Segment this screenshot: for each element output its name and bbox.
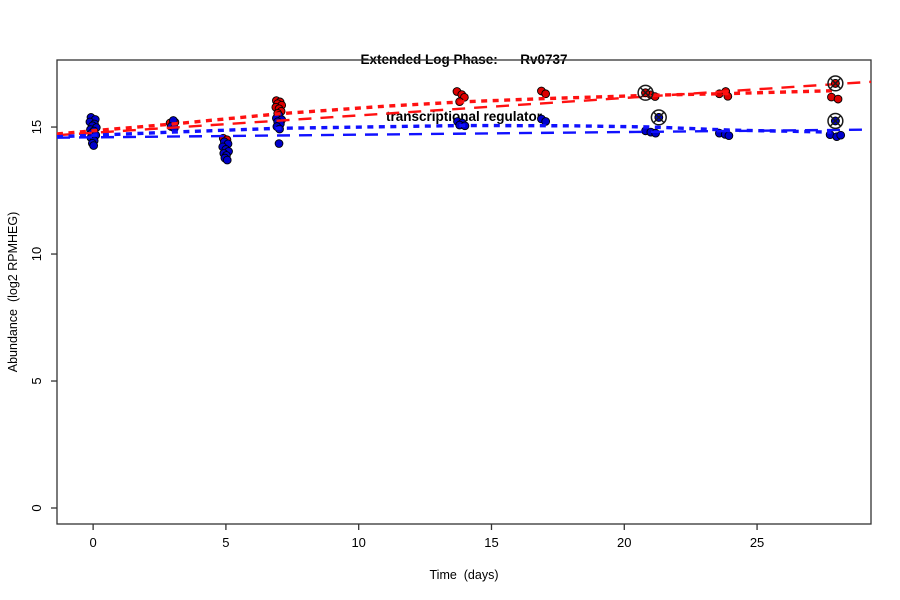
blue-data-point (274, 139, 284, 148)
red-dashed-fit (56, 80, 872, 137)
blue-data-point (724, 131, 734, 141)
x-tick-label: 15 (484, 535, 498, 550)
red-data-point (541, 89, 551, 99)
plot-box (56, 59, 872, 525)
flag-x-stroke (829, 115, 842, 127)
red-data-point (833, 94, 843, 104)
x-tick-label: 20 (617, 535, 631, 550)
blue-data-point (836, 130, 846, 140)
flag-x-stroke (653, 111, 665, 124)
x-tick-label: 25 (750, 535, 764, 550)
x-tick-label: 10 (351, 535, 365, 550)
blue-dashed-fit (56, 128, 872, 139)
flag-ring (827, 112, 844, 130)
y-tick-label: 10 (29, 247, 44, 261)
flag-ring (637, 84, 654, 101)
y-axis-label: Abundance (log2 RPMHEG) (6, 211, 20, 373)
x-tick-label: 0 (90, 535, 97, 550)
red-dotted-fit (56, 89, 835, 136)
flag-ring (650, 109, 667, 126)
y-tick-label: 0 (29, 504, 44, 511)
x-tick-label: 5 (222, 535, 229, 550)
blue-dotted-fit (56, 123, 832, 139)
flag-x-stroke (829, 77, 842, 90)
blue-data-point (651, 128, 660, 138)
y-tick-label: 15 (29, 120, 44, 134)
x-axis-label: Time (days) (429, 568, 499, 582)
blue-data-point (222, 155, 232, 165)
blue-data-point (89, 141, 98, 150)
y-tick-label: 5 (29, 377, 44, 384)
flag-ring (827, 75, 844, 92)
flag-x-stroke (639, 86, 652, 99)
